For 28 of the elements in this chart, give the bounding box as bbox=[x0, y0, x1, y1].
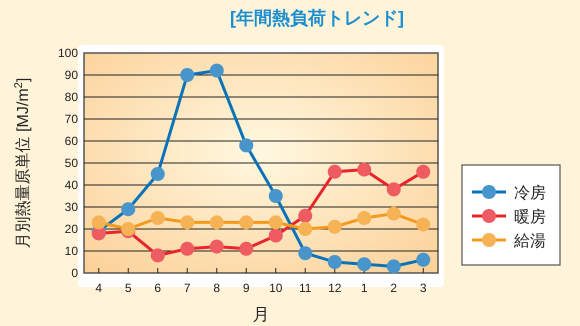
y-tick-label: 50 bbox=[64, 156, 78, 170]
y-tick-label: 90 bbox=[64, 68, 78, 82]
x-tick-label: 12 bbox=[328, 281, 342, 295]
x-tick-label: 3 bbox=[420, 281, 427, 295]
y-tick-label: 30 bbox=[64, 200, 78, 214]
legend-label: 暖房 bbox=[514, 208, 546, 226]
y-tick-label: 40 bbox=[64, 178, 78, 192]
y-tick-label: 20 bbox=[64, 222, 78, 236]
x-tick-label: 10 bbox=[269, 281, 283, 295]
x-tick-label: 8 bbox=[213, 281, 220, 295]
y-tick-label: 0 bbox=[71, 266, 78, 280]
x-tick-label: 7 bbox=[184, 281, 191, 295]
x-tick-label: 11 bbox=[299, 281, 312, 295]
y-tick-label: 10 bbox=[64, 244, 78, 258]
chart-title: [年間熱負荷トレンド] bbox=[230, 8, 404, 28]
legend-label: 冷房 bbox=[514, 184, 546, 202]
y-tick-label: 80 bbox=[64, 90, 78, 104]
x-tick-label: 1 bbox=[360, 281, 368, 295]
y-tick-label: 60 bbox=[64, 134, 78, 148]
x-axis-title: 月 bbox=[252, 305, 270, 324]
legend-label: 給湯 bbox=[513, 233, 546, 250]
y-tick-label: 100 bbox=[58, 46, 78, 60]
x-tick-label: 9 bbox=[242, 281, 250, 295]
x-tick-label: 5 bbox=[124, 281, 132, 295]
x-tick-label: 2 bbox=[390, 281, 398, 295]
x-tick-label: 6 bbox=[154, 281, 162, 295]
y-tick-label: 70 bbox=[64, 112, 78, 126]
x-tick-label: 4 bbox=[95, 281, 102, 295]
